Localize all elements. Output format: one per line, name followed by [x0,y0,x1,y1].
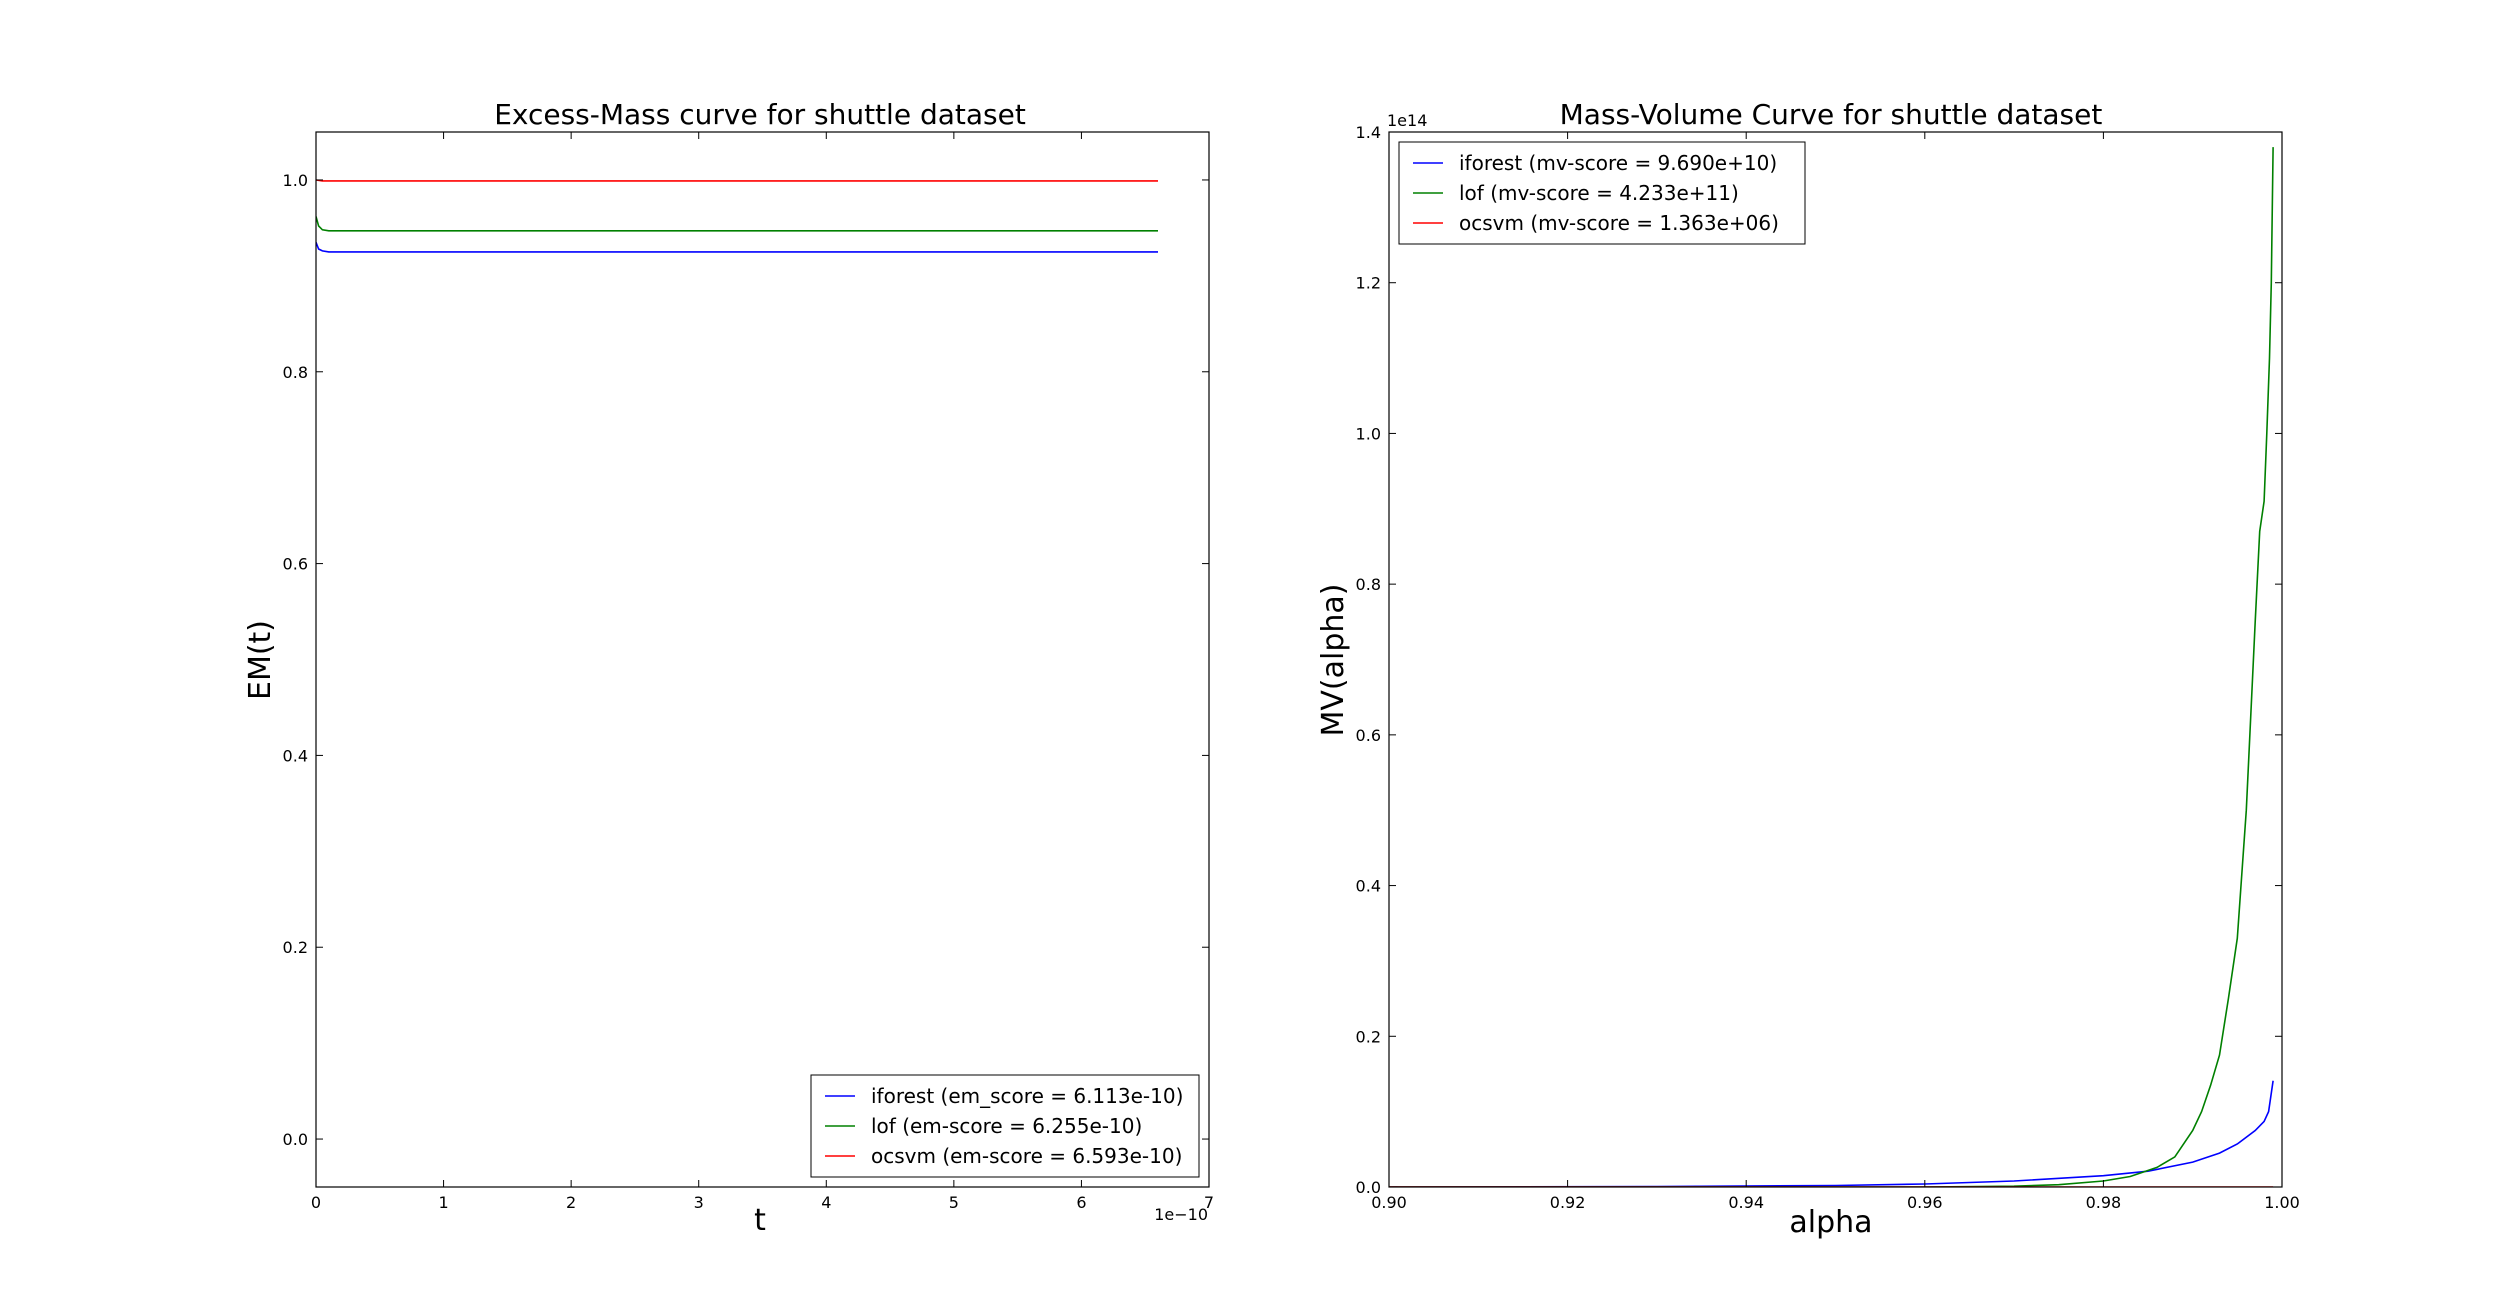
x-tick-label: 7 [1204,1193,1214,1212]
legend: iforest (em_score = 6.113e-10) lof (em-sc… [810,1074,1200,1178]
y-tick-label: 1.0 [283,171,308,190]
series-line-0 [1389,1080,2274,1187]
x-scale-offset-label: 1e−10 [1154,1205,1208,1224]
axes-frame [1388,131,2283,1188]
x-axis-label: t [754,1203,766,1238]
y-tick-label: 1.2 [1356,274,1381,293]
axes-frame [315,131,1210,1188]
y-tick-label: 0.0 [283,1130,308,1149]
legend-entry-label: lof (em-score = 6.255e-10) [871,1114,1142,1138]
x-tick-label: 3 [694,1193,704,1212]
y-tick-label: 0.6 [283,555,308,574]
y-tick-label: 1.4 [1356,123,1381,142]
x-tick-label: 4 [821,1193,831,1212]
plot-area: 0 1 2 3 4 5 6 7 0.0 0.2 0.4 0.6 0.8 1.0 iforest (em_sc… [283,131,1214,1212]
x-tick-label: 5 [949,1193,959,1212]
y-tick-label: 0.2 [1356,1027,1381,1046]
chart-title: Mass-Volume Curve for shuttle dataset [1560,98,2103,131]
x-axis-label: alpha [1789,1205,1872,1240]
x-tick-label: 0.94 [1728,1193,1764,1212]
y-scale-offset-label: 1e14 [1387,111,1427,130]
y-tick-label: 0.8 [283,363,308,382]
excess-mass-chart: Excess-Mass curve for shuttle dataset t … [243,98,1214,1238]
legend-entry-label: ocsvm (mv-score = 1.363e+06) [1459,211,1779,235]
legend-entry-label: ocsvm (em-score = 6.593e-10) [871,1144,1182,1168]
y-tick-label: 0.4 [283,746,308,765]
series-line-2 [316,179,1158,182]
x-tick-label: 2 [566,1193,576,1212]
y-tick-label: 0.6 [1356,726,1381,745]
legend-entry-label: lof (mv-score = 4.233e+11) [1459,181,1739,205]
y-axis-label: EM(t) [243,620,278,700]
legend-box [1398,141,1806,245]
series-lines [1389,147,2274,1187]
plot-area: 0.90 0.92 0.94 0.96 0.98 1.00 0.0 0.2 0.4 0.6 0.8 1… [1356,123,2300,1212]
y-tick-label: 1.0 [1356,424,1381,443]
legend: iforest (mv-score = 9.690e+10) lof (mv-sc… [1398,141,1806,245]
x-tick-label: 0.96 [1907,1193,1943,1212]
y-tick-label: 0.0 [1356,1178,1381,1197]
legend-box [810,1074,1200,1178]
legend-entry-label: iforest (mv-score = 9.690e+10) [1459,151,1777,175]
series-line-0 [316,242,1158,253]
legend-entry-label: iforest (em_score = 6.113e-10) [871,1084,1183,1108]
y-tick-label: 0.4 [1356,877,1381,896]
x-tick-label: 0 [311,1193,321,1212]
x-tick-label: 0.98 [2086,1193,2122,1212]
x-tick-label: 0.92 [1550,1193,1586,1212]
x-tick-label: 1 [438,1193,448,1212]
x-tick-label: 1.00 [2264,1193,2300,1212]
y-axis-label: MV(alpha) [1316,584,1351,737]
x-tick-label: 0.90 [1371,1193,1407,1212]
chart-title: Excess-Mass curve for shuttle dataset [494,98,1026,131]
series-line-1 [1389,147,2274,1187]
mass-volume-chart: Mass-Volume Curve for shuttle dataset al… [1316,98,2300,1240]
series-line-1 [316,216,1158,232]
y-tick-label: 0.8 [1356,575,1381,594]
x-tick-label: 6 [1076,1193,1086,1212]
y-tick-label: 0.2 [283,938,308,957]
